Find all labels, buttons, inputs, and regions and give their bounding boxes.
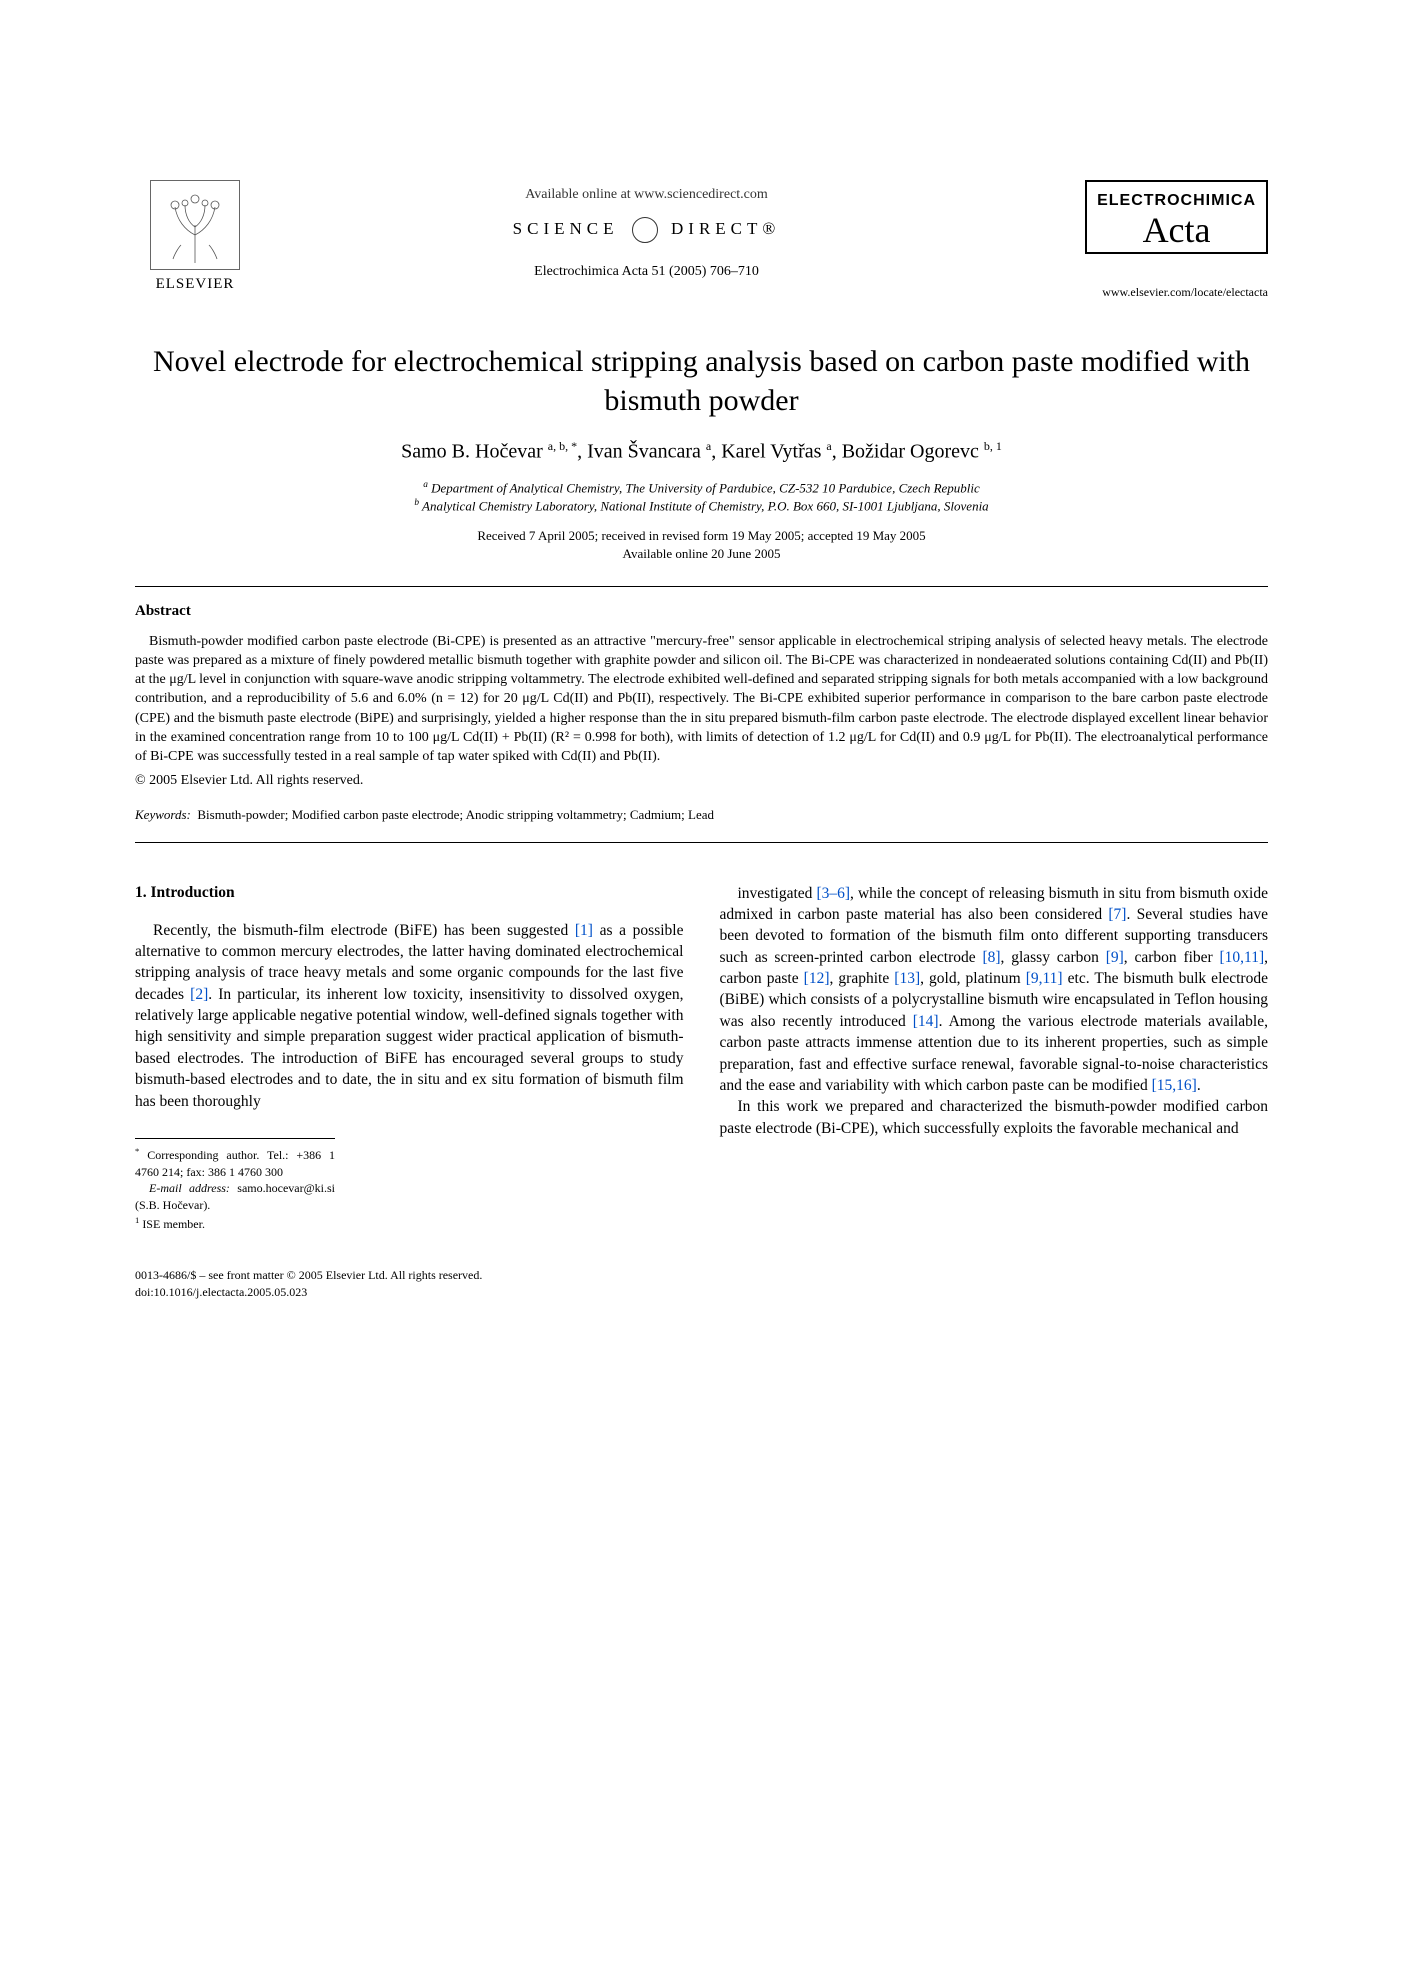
sciencedirect-globe-icon — [632, 217, 658, 243]
reference-link[interactable]: [10,11] — [1220, 949, 1265, 966]
article-title: Novel electrode for electrochemical stri… — [135, 342, 1268, 420]
journal-brand-top: ELECTROCHIMICA — [1097, 190, 1256, 212]
journal-brand-script: Acta — [1097, 212, 1256, 248]
sciencedirect-right: DIRECT® — [671, 219, 780, 238]
affiliation-b: b Analytical Chemistry Laboratory, Natio… — [135, 497, 1268, 515]
page-header: ELSEVIER Available online at www.science… — [135, 180, 1268, 300]
sciencedirect-left: SCIENCE — [513, 219, 619, 238]
journal-brand-box: ELECTROCHIMICA Acta — [1085, 180, 1268, 254]
dates-received: Received 7 April 2005; received in revis… — [135, 527, 1268, 545]
bottom-meta: 0013-4686/$ – see front matter © 2005 El… — [135, 1267, 1268, 1301]
footnote-ise: 1 ISE member. — [135, 1214, 335, 1233]
available-online-text: Available online at www.sciencedirect.co… — [255, 186, 1038, 205]
reference-link[interactable]: [12] — [804, 970, 830, 987]
dates-online: Available online 20 June 2005 — [135, 545, 1268, 563]
affiliations: a Department of Analytical Chemistry, Th… — [135, 479, 1268, 515]
reference-link[interactable]: [9,11] — [1026, 970, 1063, 987]
intro-paragraph-left: Recently, the bismuth-film electrode (Bi… — [135, 920, 684, 1112]
issn-line: 0013-4686/$ – see front matter © 2005 El… — [135, 1267, 1268, 1284]
footnote-corresponding: * Corresponding author. Tel.: +386 1 476… — [135, 1145, 335, 1181]
journal-reference: Electrochimica Acta 51 (2005) 706–710 — [255, 263, 1038, 282]
abstract-heading: Abstract — [135, 601, 1268, 621]
reference-link[interactable]: [14] — [913, 1013, 939, 1030]
left-column: 1. Introduction Recently, the bismuth-fi… — [135, 883, 684, 1233]
abstract-body: Bismuth-powder modified carbon paste ele… — [135, 632, 1268, 791]
body-columns: 1. Introduction Recently, the bismuth-fi… — [135, 883, 1268, 1233]
affiliation-a: a Department of Analytical Chemistry, Th… — [135, 479, 1268, 497]
footnote-ise-text: ISE member. — [142, 1217, 205, 1231]
publisher-logo-block: ELSEVIER — [135, 180, 255, 294]
reference-link[interactable]: [8] — [982, 949, 1000, 966]
keywords-label: Keywords: — [135, 807, 191, 822]
footnote-corresponding-text: Corresponding author. Tel.: +386 1 4760 … — [135, 1148, 335, 1179]
affiliation-a-text: Department of Analytical Chemistry, The … — [431, 481, 980, 496]
footnote-email: E-mail address: samo.hocevar@ki.si (S.B.… — [135, 1180, 335, 1214]
keywords-line: Keywords: Bismuth-powder; Modified carbo… — [135, 806, 1268, 824]
reference-link[interactable]: [15,16] — [1152, 1077, 1197, 1094]
footnotes-block: * Corresponding author. Tel.: +386 1 476… — [135, 1138, 335, 1233]
authors-line: Samo B. Hočevar a, b, *, Ivan Švancara a… — [135, 438, 1268, 466]
doi-line: doi:10.1016/j.electacta.2005.05.023 — [135, 1284, 1268, 1301]
publisher-name: ELSEVIER — [135, 274, 255, 294]
intro-paragraph-right-1: investigated [3–6], while the concept of… — [720, 883, 1269, 1097]
right-column: investigated [3–6], while the concept of… — [720, 883, 1269, 1233]
reference-link[interactable]: [3–6] — [816, 885, 850, 902]
article-dates: Received 7 April 2005; received in revis… — [135, 527, 1268, 562]
reference-link[interactable]: [7] — [1108, 906, 1126, 923]
keywords-text: Bismuth-powder; Modified carbon paste el… — [197, 807, 714, 822]
elsevier-tree-icon — [150, 180, 240, 270]
reference-link[interactable]: [9] — [1106, 949, 1124, 966]
introduction-heading: 1. Introduction — [135, 883, 684, 904]
title-block: Novel electrode for electrochemical stri… — [135, 342, 1268, 420]
reference-link[interactable]: [13] — [894, 970, 920, 987]
affiliation-b-text: Analytical Chemistry Laboratory, Nationa… — [422, 499, 989, 514]
rule-above-abstract — [135, 586, 1268, 587]
footnote-email-label: E-mail address: — [149, 1181, 230, 1195]
reference-link[interactable]: [1] — [575, 922, 593, 939]
abstract-paragraph: Bismuth-powder modified carbon paste ele… — [135, 632, 1268, 767]
rule-below-keywords — [135, 842, 1268, 843]
copyright-line: © 2005 Elsevier Ltd. All rights reserved… — [135, 771, 1268, 790]
journal-url: www.elsevier.com/locate/electacta — [1038, 284, 1268, 300]
reference-link[interactable]: [2] — [190, 986, 208, 1003]
journal-brand-block: ELECTROCHIMICA Acta www.elsevier.com/loc… — [1038, 180, 1268, 300]
sciencedirect-logo: SCIENCE DIRECT® — [255, 217, 1038, 243]
header-center: Available online at www.sciencedirect.co… — [255, 180, 1038, 282]
intro-paragraph-right-2: In this work we prepared and characteriz… — [720, 1096, 1269, 1139]
